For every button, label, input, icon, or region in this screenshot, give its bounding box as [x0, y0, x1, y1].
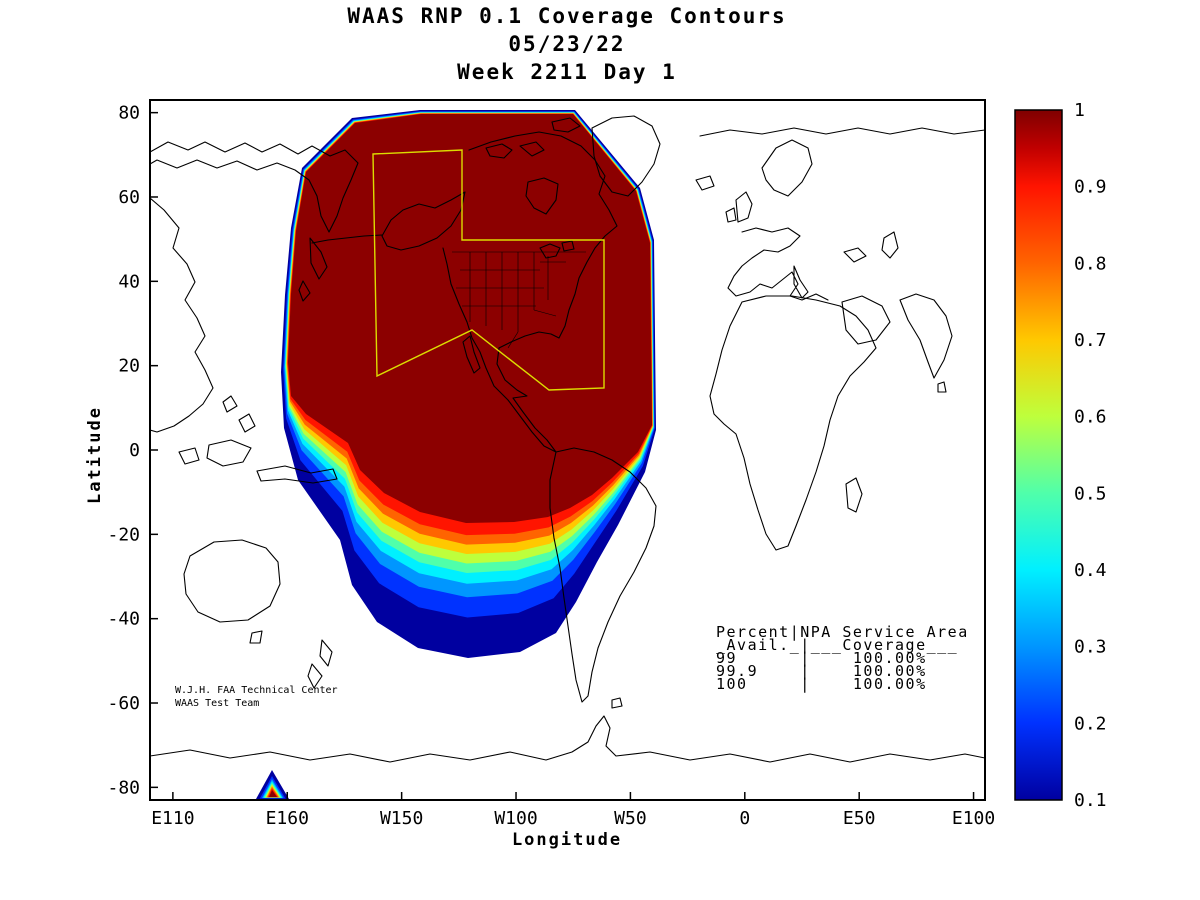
- y-tick-label: 80: [118, 103, 140, 124]
- coastline-aleutian-islands: [311, 234, 383, 244]
- coastline-southeast-asia: [178, 395, 338, 484]
- y-tick-label: -60: [107, 693, 140, 714]
- coastline-europe: [725, 139, 829, 301]
- coastline-north-america: [442, 131, 618, 453]
- x-tick-label: E110: [151, 808, 194, 829]
- coastline-russia-north-coast: [699, 127, 985, 137]
- coastline-siberia-coast: [150, 141, 359, 233]
- us-state-borders: [452, 251, 586, 349]
- coastline-arctic-islands: [485, 117, 581, 159]
- x-tick-label: E160: [266, 808, 309, 829]
- island-band-1: [269, 790, 277, 797]
- coastline-africa: [709, 295, 877, 551]
- coastline-australia-nz: [183, 539, 333, 689]
- colorbar: [1015, 110, 1062, 800]
- x-tick-label: E100: [952, 808, 995, 829]
- colorbar-tick-label: 0.6: [1074, 407, 1107, 428]
- x-tick-label: W50: [614, 808, 647, 829]
- x-tick-label: 0: [739, 808, 750, 829]
- coastline-alaska: [381, 191, 466, 251]
- coastline-antarctica: [150, 715, 985, 763]
- coastline-east-asia-coast: [150, 197, 214, 433]
- coastline-hudson-bay: [525, 177, 559, 215]
- latitude-axis-label: Latitude: [85, 406, 105, 504]
- y-tick-label: 0: [129, 440, 140, 461]
- colorbar-tick-label: 1: [1074, 100, 1085, 121]
- chart-date: 05/23/22: [508, 32, 626, 56]
- coastline-greenland: [591, 115, 661, 197]
- npa-service-area-outline: [372, 149, 605, 391]
- x-tick-label: E50: [843, 808, 876, 829]
- map-area: [150, 110, 985, 799]
- npa-coverage-table: Percent|NPA Service Area _Avail._|___Cov…: [716, 623, 969, 693]
- colorbar-tick-label: 0.8: [1074, 253, 1107, 274]
- coastline-baja-california: [462, 335, 481, 374]
- credit-text: W.J.H. FAA Technical Center WAAS Test Te…: [175, 685, 338, 709]
- colorbar-border: [1014, 109, 1063, 801]
- y-tick-label: 60: [118, 187, 140, 208]
- chart-week-day: Week 2211 Day 1: [457, 60, 677, 84]
- chart-title: WAAS RNP 0.1 Coverage Contours: [347, 4, 787, 28]
- colorbar-tick-label: 0.9: [1074, 177, 1107, 198]
- colorbar-tick-label: 0.5: [1074, 483, 1107, 504]
- colorbar-tick-label: 0.7: [1074, 330, 1107, 351]
- y-tick-label: -40: [107, 609, 140, 630]
- x-tick-label: W150: [380, 808, 423, 829]
- colorbar-tick-label: 0.2: [1074, 713, 1107, 734]
- longitude-axis-label: Longitude: [511, 830, 623, 850]
- colorbar-tick-label: 0.4: [1074, 560, 1107, 581]
- coastline-iceland: [695, 175, 715, 191]
- y-tick-label: -80: [107, 777, 140, 798]
- coastline-south-america: [549, 447, 657, 709]
- coastline-arabia-india: [841, 231, 953, 393]
- y-tick-label: -20: [107, 524, 140, 545]
- colorbar-tick-label: 0.3: [1074, 637, 1107, 658]
- chart-title-block: WAAS RNP 0.1 Coverage Contours 05/23/22 …: [347, 2, 786, 86]
- y-tick-label: 40: [118, 271, 140, 292]
- x-tick-label: W100: [494, 808, 537, 829]
- y-tick-label: 20: [118, 356, 140, 377]
- coastline-japan: [298, 237, 328, 302]
- colorbar-tick-label: 0.1: [1074, 790, 1107, 811]
